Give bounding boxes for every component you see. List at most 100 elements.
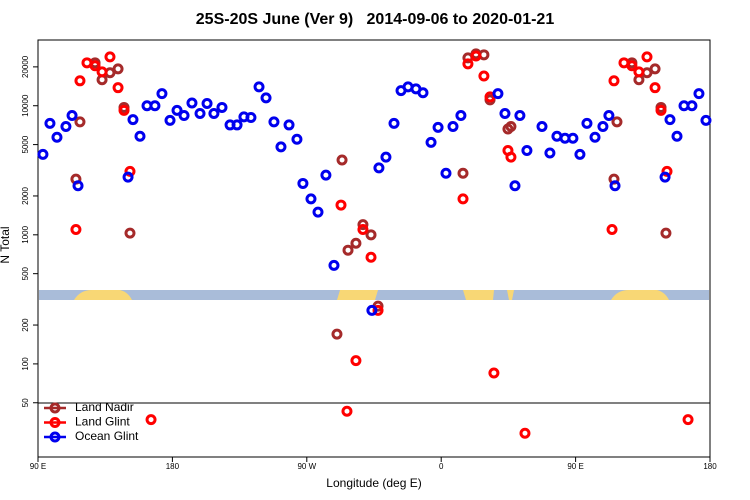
chart-title: 25S-20S June (Ver 9) 2014-09-06 to 2020-…: [196, 11, 555, 28]
data-point: [283, 119, 295, 131]
data-point: [536, 121, 548, 133]
data-point: [660, 227, 672, 239]
data-point: [122, 171, 134, 183]
y-tick-label: 1000: [21, 225, 30, 243]
data-point: [609, 180, 621, 192]
data-point: [336, 154, 348, 166]
data-point: [567, 132, 579, 144]
data-point: [655, 104, 667, 116]
data-point: [425, 136, 437, 148]
data-point: [633, 66, 645, 78]
data-point: [659, 171, 671, 183]
data-point: [366, 304, 378, 316]
data-point: [388, 117, 400, 129]
data-point: [231, 119, 243, 131]
data-point: [649, 63, 661, 75]
data-point: [186, 97, 198, 109]
data-point: [686, 100, 698, 112]
data-point: [342, 244, 354, 256]
data-point: [134, 130, 146, 142]
data-point: [417, 87, 429, 99]
plot-frame: [37, 39, 711, 458]
data-point: [574, 148, 586, 160]
data-point: [357, 223, 369, 235]
data-point: [357, 219, 369, 231]
data-point: [216, 101, 228, 113]
data-point: [380, 151, 392, 163]
data-point: [641, 51, 653, 63]
data-point: [66, 110, 78, 122]
data-point: [457, 167, 469, 179]
data-point: [457, 193, 469, 205]
data-point: [544, 147, 556, 159]
data-point: [253, 81, 265, 93]
data-point: [335, 199, 347, 211]
data-point: [194, 108, 206, 120]
data-point: [519, 427, 531, 439]
data-point: [608, 75, 620, 87]
x-tick-label: 180: [703, 462, 717, 471]
land: [507, 290, 514, 300]
data-point: [178, 110, 190, 122]
data-point: [509, 180, 521, 192]
data-point: [291, 133, 303, 145]
data-point: [492, 88, 504, 100]
legend-label: Land Nadir: [75, 400, 134, 414]
y-axis-label: N Total: [0, 226, 12, 263]
data-point: [432, 121, 444, 133]
data-point: [74, 116, 86, 128]
data-point: [104, 51, 116, 63]
data-point: [118, 104, 130, 116]
data-point: [661, 165, 673, 177]
data-point: [350, 355, 362, 367]
data-point: [164, 114, 176, 126]
data-point: [365, 229, 377, 241]
data-point: [597, 121, 609, 133]
data-point: [499, 108, 511, 120]
x-tick-label: 0: [439, 462, 444, 471]
data-point: [305, 193, 317, 205]
data-point: [328, 259, 340, 271]
data-point: [171, 104, 183, 116]
data-point: [505, 121, 517, 133]
y-tick-label: 2000: [21, 187, 30, 205]
legend-marker: [49, 402, 61, 414]
data-point: [51, 131, 63, 143]
land: [611, 290, 669, 300]
data-point: [671, 130, 683, 142]
data-point: [60, 121, 72, 133]
data-point: [470, 50, 482, 62]
data-point: [521, 144, 533, 156]
data-point: [462, 58, 474, 70]
data-point: [70, 223, 82, 235]
x-axis-label: Longitude (deg E): [326, 476, 421, 490]
data-point: [478, 70, 490, 82]
data-point: [581, 117, 593, 129]
land: [463, 290, 494, 300]
data-point: [455, 110, 467, 122]
data-point: [72, 180, 84, 192]
data-point: [275, 141, 287, 153]
legend-marker: [49, 417, 61, 428]
y-tick-label: 500: [21, 266, 30, 280]
data-point: [447, 121, 459, 133]
data-point: [626, 60, 638, 72]
data-point: [331, 328, 343, 340]
data-point: [440, 167, 452, 179]
data-point: [208, 108, 220, 120]
data-point: [350, 237, 362, 249]
data-point: [149, 100, 161, 112]
data-point: [156, 88, 168, 100]
data-point: [312, 206, 324, 218]
data-point: [268, 116, 280, 128]
x-tick-label: 90 E: [30, 462, 46, 471]
data-point: [505, 151, 517, 163]
data-point: [700, 114, 712, 126]
y-tick-label: 10000: [21, 94, 30, 117]
data-point: [201, 98, 213, 110]
land: [337, 290, 378, 300]
land: [74, 290, 132, 300]
data-point: [37, 148, 49, 160]
